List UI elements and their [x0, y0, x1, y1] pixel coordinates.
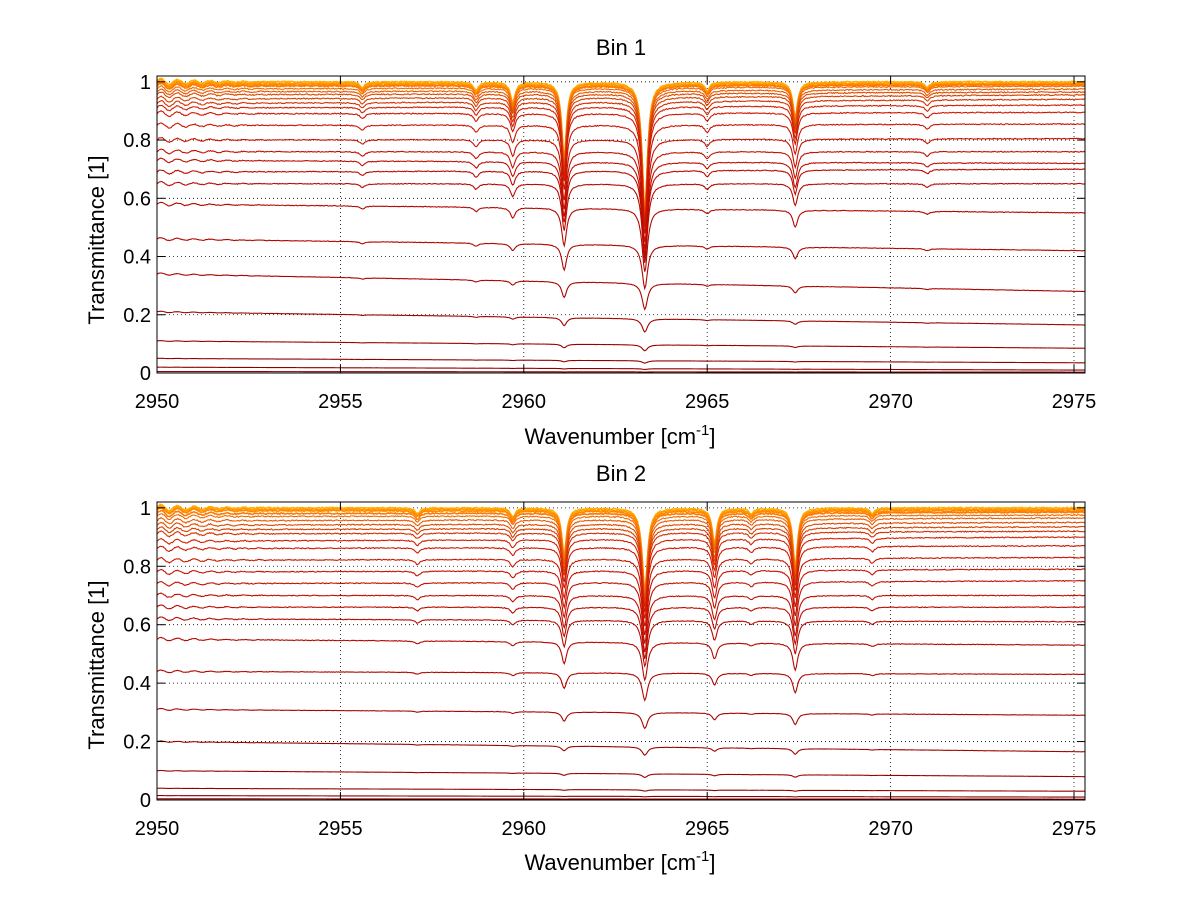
y-tick-label: 1 [140, 72, 151, 94]
series-line [156, 669, 1086, 702]
series-line [156, 310, 1086, 333]
series-line [156, 536, 1086, 613]
x-tick-label: 2950 [135, 391, 180, 413]
chart-title: Bin 2 [596, 461, 646, 486]
panel-bin-1: Bin 1 Transmittance [1] Wavenumber [cm-1… [84, 35, 1096, 449]
y-tick-label: 0 [140, 363, 151, 385]
series-line [156, 201, 1086, 272]
axes [156, 501, 1086, 801]
series-line [156, 272, 1086, 311]
series-line [156, 787, 1086, 792]
series-line [156, 93, 1086, 219]
series-line [156, 340, 1086, 352]
series-line [156, 509, 1086, 594]
series-line [156, 122, 1086, 234]
axes-frame [156, 75, 1086, 374]
series-line [156, 503, 1086, 590]
y-ticks: 0 0.2 0.4 0.6 0.8 1 [123, 498, 1085, 812]
series-group [156, 503, 1086, 800]
series-line [156, 525, 1086, 605]
series-line [156, 530, 1086, 608]
x-tick-label: 2975 [1052, 818, 1097, 840]
x-ticks: 2950 2955 2960 2965 2970 2975 [135, 502, 1096, 840]
panel-bin-2: Bin 2 Transmittance [1] Wavenumber [cm-1… [84, 461, 1096, 875]
x-axis-label-main: Wavenumber [cm [524, 424, 696, 449]
series-line [156, 88, 1086, 216]
series-line [156, 237, 1086, 291]
y-tick-label: 0.2 [123, 732, 151, 754]
axes-frame [156, 501, 1086, 801]
series-line [156, 513, 1086, 596]
series-line [156, 357, 1086, 364]
axes [156, 75, 1086, 374]
series-line [156, 98, 1086, 222]
x-ticks: 2950 2955 2960 2965 2970 2975 [135, 76, 1096, 413]
y-tick-label: 0.8 [123, 130, 151, 152]
y-ticks: 0 0.2 0.4 0.6 0.8 1 [123, 72, 1085, 385]
series-line [156, 506, 1086, 593]
series-line [156, 104, 1086, 224]
x-axis-label-end: ] [709, 850, 715, 875]
series-line [156, 707, 1085, 730]
x-tick-label: 2970 [868, 391, 913, 413]
series-line [156, 85, 1086, 214]
series-line [156, 544, 1086, 619]
series-line [156, 82, 1086, 212]
y-tick-label: 0.4 [123, 247, 151, 269]
y-tick-label: 0.6 [123, 615, 151, 637]
series-line [156, 556, 1086, 627]
x-axis-label-sup: -1 [696, 848, 709, 865]
series-line [156, 370, 1085, 373]
series-line [156, 110, 1086, 228]
series-line [156, 521, 1086, 602]
x-tick-label: 2965 [685, 818, 730, 840]
x-tick-label: 2955 [318, 391, 363, 413]
grid [157, 76, 1085, 373]
x-tick-label: 2960 [502, 391, 547, 413]
chart-title: Bin 1 [596, 35, 646, 60]
y-tick-label: 0.6 [123, 188, 151, 210]
series-line [156, 180, 1086, 263]
x-tick-label: 2950 [135, 818, 180, 840]
x-tick-label: 2970 [868, 818, 913, 840]
series-line [156, 90, 1086, 217]
x-axis-label: Wavenumber [cm-1] [524, 422, 715, 449]
x-tick-label: 2975 [1052, 391, 1097, 413]
series-line [156, 136, 1086, 243]
x-tick-label: 2960 [502, 818, 547, 840]
series-line [156, 568, 1086, 636]
x-tick-label: 2965 [685, 391, 730, 413]
series-line [156, 795, 1085, 798]
x-tick-label: 2955 [318, 818, 363, 840]
series-line [156, 616, 1086, 669]
series-line [156, 168, 1086, 259]
y-tick-label: 0 [140, 790, 151, 812]
y-tick-label: 0.4 [123, 673, 151, 695]
grid [157, 502, 1085, 800]
series-line [156, 366, 1085, 371]
series-line [156, 157, 1086, 255]
series-line [156, 636, 1085, 682]
series-line [156, 516, 1086, 598]
series-line [156, 579, 1086, 644]
series-group [156, 77, 1086, 373]
series-line [156, 740, 1086, 756]
y-axis-label: Transmittance [1] [84, 155, 109, 324]
x-axis-label-main: Wavenumber [cm [524, 850, 696, 875]
y-tick-label: 0.2 [123, 305, 151, 327]
y-tick-label: 0.8 [123, 556, 151, 578]
series-line [156, 78, 1086, 211]
y-axis-label: Transmittance [1] [84, 580, 109, 749]
series-line [156, 592, 1086, 653]
series-line [156, 148, 1086, 250]
y-tick-label: 1 [140, 498, 151, 520]
series-line [156, 604, 1086, 659]
x-axis-label-end: ] [709, 424, 715, 449]
series-line [156, 769, 1085, 778]
x-axis-label-sup: -1 [696, 422, 709, 439]
x-axis-label: Wavenumber [cm-1] [524, 848, 715, 875]
